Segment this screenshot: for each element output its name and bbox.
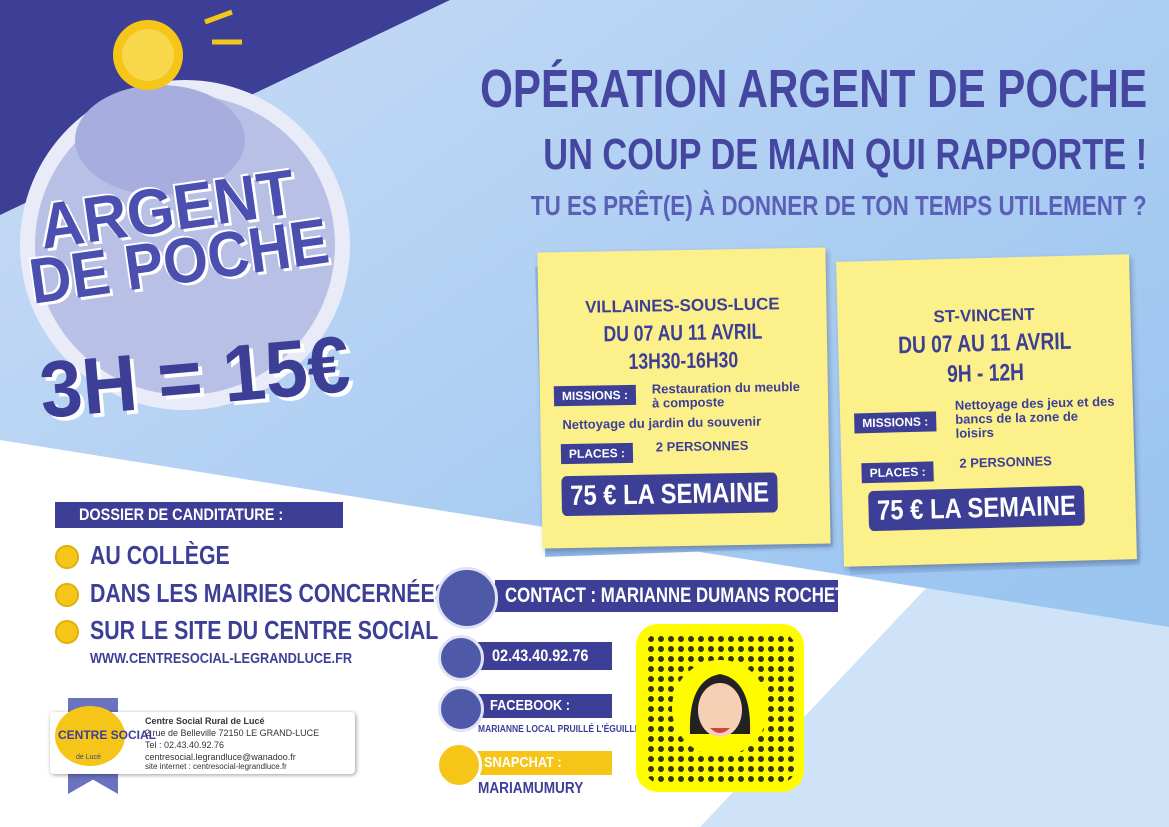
- card-hours: 13H30-16H30: [628, 347, 739, 374]
- facebook: MARIANNE LOCAL PRUILLÉ L'ÉGUILLÉ: [478, 724, 641, 735]
- card-place: VILLAINES-SOUS-LUCE: [584, 294, 780, 317]
- missions-label: MISSIONS :: [553, 384, 637, 407]
- card-place: ST-VINCENT: [933, 304, 1035, 327]
- snapcode: [636, 624, 804, 792]
- snapchat-label: SNAPCHAT :: [484, 754, 562, 771]
- pay: 75 € LA SEMAINE: [868, 485, 1085, 532]
- application-item: SUR LE SITE DU CENTRE SOCIAL: [90, 615, 439, 645]
- pay: 75 € LA SEMAINE: [561, 472, 778, 517]
- bullet: [55, 583, 79, 607]
- url: WWW.CENTRESOCIAL-LEGRANDLUCE.FR: [90, 650, 353, 667]
- card: ST-VINCENT DU 07 AU 11 AVRIL 9H - 12H MI…: [836, 254, 1137, 567]
- mission: Nettoyage des jeux et des bancs de la zo…: [954, 393, 1115, 441]
- snapchat: MARIAMUMURY: [478, 780, 584, 797]
- org-website: site internet : centresocial-legrandluce…: [145, 762, 287, 771]
- missions-label: MISSIONS :: [854, 411, 937, 434]
- bullet: [55, 620, 79, 644]
- subtitle: UN COUP DE MAIN QUI RAPPORTE !: [543, 130, 1147, 179]
- application-item: DANS LES MAIRIES CONCERNÉES: [90, 578, 449, 608]
- places-label: PLACES :: [560, 442, 634, 465]
- card-dates: DU 07 AU 11 AVRIL: [603, 318, 763, 347]
- places: 2 PERSONNES: [959, 453, 1053, 471]
- phone: 02.43.40.92.76: [492, 646, 589, 665]
- title: OPÉRATION ARGENT DE POCHE: [480, 59, 1147, 119]
- card: VILLAINES-SOUS-LUCE DU 07 AU 11 AVRIL 13…: [537, 247, 831, 549]
- web-icon: [438, 686, 484, 732]
- person-icon: [436, 567, 498, 629]
- mission: Nettoyage du jardin du souvenir: [562, 413, 762, 433]
- facebook-bar: FACEBOOK :: [478, 694, 612, 718]
- places: 2 PERSONNES: [655, 437, 749, 455]
- snap-icon: [436, 742, 482, 788]
- org-logo-text: CENTRE SOCIAL: [58, 728, 157, 742]
- phone-icon: [438, 635, 484, 681]
- application-title-text: DOSSIER DE CANDITATURE :: [79, 505, 284, 524]
- contact-name: CONTACT : MARIANNE DUMANS ROCHET: [505, 584, 846, 607]
- application-item: AU COLLÈGE: [90, 540, 230, 570]
- bullet: [55, 545, 79, 569]
- org-address: 2 rue de Belleville 72150 LE GRAND-LUCE: [145, 728, 320, 738]
- card-hours: 9H - 12H: [946, 359, 1025, 389]
- contact-bar: CONTACT : MARIANNE DUMANS ROCHET: [495, 580, 845, 612]
- org-name: Centre Social Rural de Lucé: [145, 716, 265, 726]
- question: TU ES PRÊT(E) À DONNER DE TON TEMPS UTIL…: [531, 190, 1147, 221]
- org-phone: Tel : 02.43.40.92.76: [145, 740, 225, 750]
- application-title: DOSSIER DE CANDITATURE :: [55, 502, 343, 528]
- card-dates: DU 07 AU 11 AVRIL: [897, 327, 1072, 360]
- facebook-label: FACEBOOK :: [490, 697, 571, 714]
- org-logo: [55, 706, 125, 766]
- mission: Restauration du meuble à composte: [651, 378, 801, 411]
- places-label: PLACES :: [861, 461, 934, 484]
- org-logo-sub: de Lucé: [76, 754, 101, 761]
- phone-bar: 02.43.40.92.76: [478, 642, 612, 670]
- snapchat-bar: SNAPCHAT :: [472, 751, 612, 775]
- org-email: centresocial.legrandluce@wanadoo.fr: [145, 752, 296, 762]
